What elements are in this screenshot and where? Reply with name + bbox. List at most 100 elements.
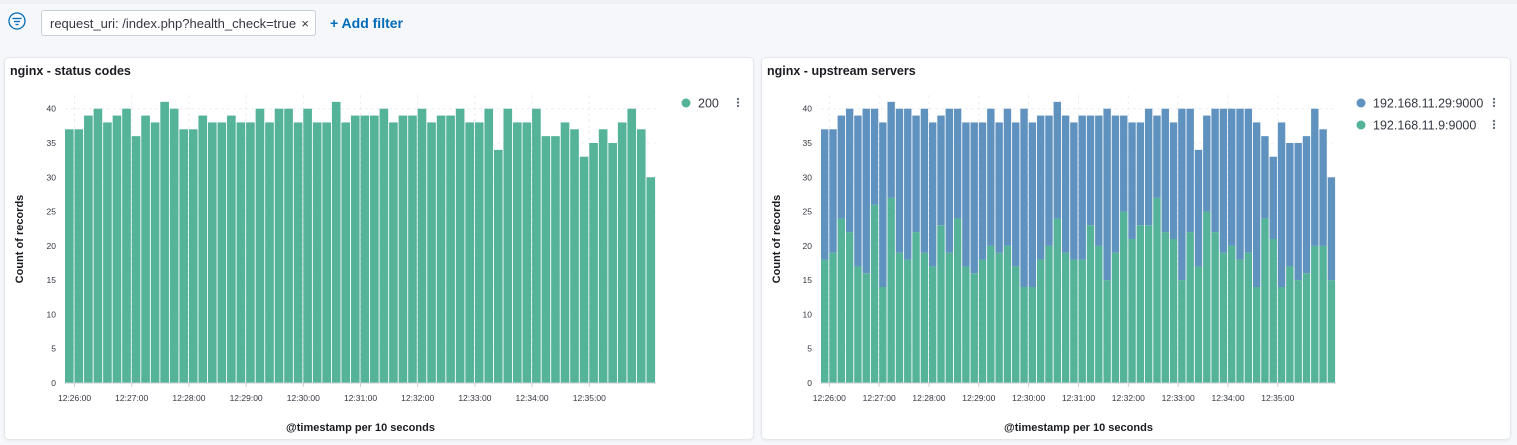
bar: [879, 122, 887, 288]
bar: [560, 122, 570, 384]
bar: [436, 115, 446, 383]
bar: [608, 143, 617, 383]
bar: [1194, 149, 1203, 267]
bar: [904, 259, 912, 383]
bar: [589, 143, 598, 383]
bar: [1036, 115, 1045, 260]
y-tick-label: 20: [47, 241, 57, 251]
bar: [465, 122, 474, 384]
bar: [995, 252, 1003, 383]
y-tick-label: 25: [803, 207, 813, 217]
bar: [1261, 218, 1269, 383]
bar: [1244, 252, 1253, 383]
bar: [962, 266, 970, 383]
bar: [1228, 108, 1236, 246]
bar: [551, 136, 560, 383]
bar: [1136, 225, 1145, 383]
x-axis: 12:26:00 12:27:00 12:28:00 12:29:00 12:30:00…: [58, 382, 656, 403]
bar: [522, 122, 532, 384]
bar: [1261, 136, 1269, 219]
add-filter-button[interactable]: + Add filter: [330, 15, 403, 31]
bar: [1161, 108, 1169, 233]
bar: [821, 259, 829, 383]
bar: [895, 252, 904, 383]
bar: [312, 122, 322, 384]
bar: [1252, 287, 1261, 383]
bar: [541, 136, 551, 383]
bar: [995, 122, 1003, 253]
bar: [1269, 156, 1277, 239]
bar: [1128, 122, 1136, 239]
legend-item[interactable]: 192.168.11.9:9000: [1356, 119, 1496, 133]
bar: [408, 115, 417, 383]
legend-label: 192.168.11.9:9000: [1373, 119, 1476, 133]
remove-filter-icon[interactable]: ×: [301, 15, 309, 31]
bar: [845, 108, 854, 233]
bar: [987, 245, 995, 383]
bar: [1120, 115, 1128, 212]
bar: [1028, 122, 1037, 288]
bar: [879, 287, 887, 383]
bar: [1236, 108, 1244, 260]
legend-options-icon[interactable]: [1492, 119, 1496, 130]
status-codes-chart: 0 5 10 15 20 25 30 35 40 12:26:00 12:27:00 12:28:00…: [14, 95, 740, 434]
bar: [1061, 115, 1070, 253]
legend-item[interactable]: 192.168.11.29:9000: [1356, 97, 1496, 111]
legend-swatch: [1356, 98, 1366, 108]
bar: [1252, 122, 1261, 288]
x-tick-label: 12:31:00: [344, 393, 377, 403]
y-tick-label: 10: [803, 309, 813, 319]
bar: [389, 122, 398, 384]
bar: [1186, 108, 1194, 233]
bar: [1012, 122, 1020, 267]
bar: [928, 266, 937, 383]
bar: [1211, 232, 1219, 383]
x-tick-label: 12:30:00: [287, 393, 320, 403]
bar: [255, 108, 265, 384]
x-tick-label: 12:26:00: [58, 393, 91, 403]
panel-title: nginx - upstream servers: [767, 64, 916, 78]
bar: [84, 115, 93, 383]
bar: [854, 115, 862, 267]
legend-item[interactable]: 200: [681, 97, 740, 111]
legend-swatch: [1356, 120, 1366, 130]
bar: [862, 273, 870, 383]
bar: [1327, 280, 1336, 383]
bar: [1302, 136, 1311, 274]
bar: [928, 122, 937, 267]
bars: [821, 101, 1336, 383]
bar: [513, 122, 522, 384]
bar: [1120, 211, 1128, 383]
bar: [1286, 266, 1294, 383]
bar: [1095, 245, 1103, 383]
upstream-servers-chart: 0 5 10 15 20 25 30 35 40 12:26:00 12:27:00 12:28:00…: [771, 95, 1496, 434]
bar: [265, 122, 274, 384]
bar: [978, 259, 987, 383]
bar: [169, 108, 179, 384]
legend-options-icon[interactable]: [1492, 97, 1496, 108]
bar: [1053, 218, 1061, 383]
bar: [341, 122, 351, 384]
legend-options-icon[interactable]: [736, 97, 740, 108]
filter-icon[interactable]: [8, 12, 26, 30]
bar: [446, 115, 455, 383]
bar: [920, 252, 929, 383]
filter-pill[interactable]: request_uri: /index.php?health_check=tru…: [41, 10, 316, 36]
bar: [1277, 287, 1286, 383]
bar: [1153, 197, 1161, 383]
bar: [962, 122, 970, 267]
bar: [160, 101, 169, 384]
bar: [1311, 108, 1319, 246]
bar: [1103, 280, 1111, 383]
x-tick-label: 12:30:00: [1012, 393, 1045, 403]
x-tick-label: 12:27:00: [863, 393, 896, 403]
bar: [1028, 287, 1037, 383]
bar: [284, 108, 293, 384]
bar: [198, 115, 208, 383]
legend-swatch: [681, 98, 691, 108]
bar: [1294, 280, 1302, 383]
panel-title: nginx - status codes: [10, 64, 131, 78]
bar: [65, 129, 74, 383]
bar: [945, 252, 954, 383]
y-tick-label: 40: [803, 104, 813, 114]
